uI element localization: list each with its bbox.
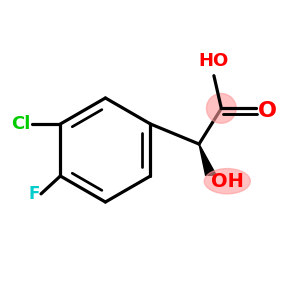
Text: F: F bbox=[28, 185, 40, 203]
Circle shape bbox=[206, 94, 236, 123]
Text: Cl: Cl bbox=[11, 115, 31, 133]
Text: O: O bbox=[258, 101, 277, 122]
Text: HO: HO bbox=[199, 52, 229, 70]
Ellipse shape bbox=[204, 169, 250, 194]
Text: OH: OH bbox=[211, 172, 244, 191]
Polygon shape bbox=[199, 144, 216, 175]
